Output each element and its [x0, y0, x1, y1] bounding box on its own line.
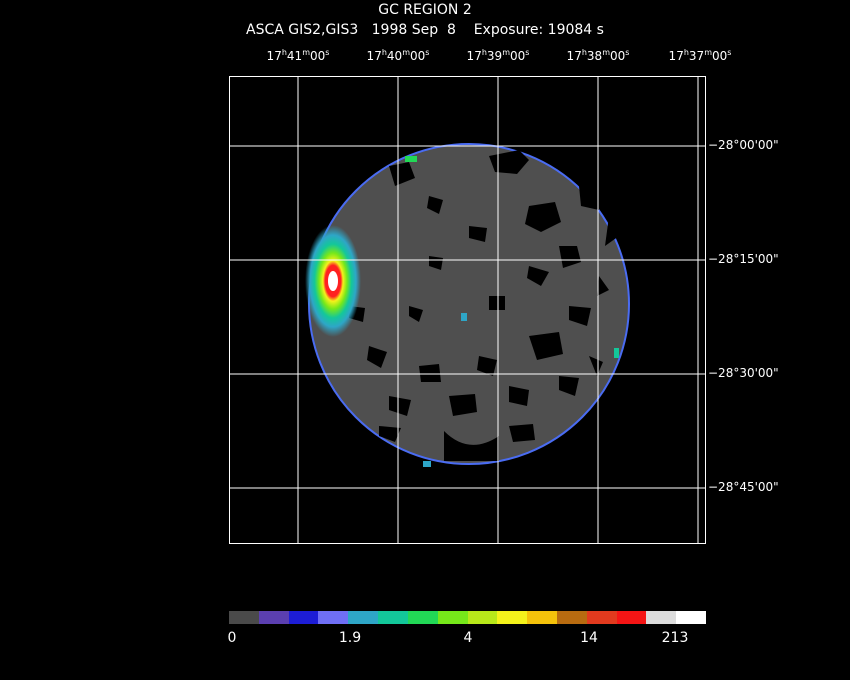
colorbar-swatch — [318, 611, 349, 624]
colorbar-label: 14 — [580, 630, 598, 646]
ra-tick-label: 17h41m00s — [266, 48, 330, 63]
dec-tick-label: −28°15'00" — [708, 252, 779, 266]
image-frame — [229, 76, 706, 544]
ra-tick-label: 17h38m00s — [566, 48, 630, 63]
dec-tick-label: −28°45'00" — [708, 480, 779, 494]
colorbar-swatch — [556, 611, 587, 624]
dec-tick-label: −28°00'00" — [708, 138, 779, 152]
frame-border — [229, 76, 706, 544]
colorbar-label: 0 — [227, 630, 237, 646]
coordinate-grid — [229, 76, 706, 544]
colorbar-swatch — [467, 611, 498, 624]
ra-tick-label: 17h37m00s — [668, 48, 732, 63]
colorbar-swatch — [258, 611, 289, 624]
ra-tick-label: 17h39m00s — [466, 48, 530, 63]
xray-field — [305, 143, 630, 467]
faint-feature — [423, 461, 431, 467]
colorbar-swatch — [527, 611, 557, 624]
colorbar-swatch — [348, 611, 379, 624]
colorbar-swatch — [586, 611, 617, 624]
low-count-regions — [349, 150, 619, 461]
colorbar-swatch — [616, 611, 647, 624]
dec-tick-label: −28°30'00" — [708, 366, 779, 380]
source-peak — [328, 271, 338, 291]
colorbar-swatch — [437, 611, 468, 624]
colorbar-swatch — [229, 611, 259, 624]
ra-tick-label: 17h40m00s — [366, 48, 430, 63]
colorbar-label: 4 — [463, 630, 473, 646]
colorbar-swatch — [676, 611, 706, 624]
colorbar-swatch — [378, 611, 408, 624]
colorbar-swatch — [407, 611, 438, 624]
colorbar-swatch — [288, 611, 319, 624]
colorbar-label: 1.9 — [338, 630, 362, 646]
colorbar — [229, 611, 706, 624]
colorbar-swatch — [497, 611, 528, 624]
faint-feature — [461, 313, 467, 321]
faint-feature — [405, 156, 417, 162]
faint-feature — [614, 348, 619, 358]
colorbar-label: 213 — [661, 630, 689, 646]
image-subtitle: ASCA GIS2,GIS3 1998 Sep 8 Exposure: 1908… — [246, 22, 604, 38]
colorbar-swatch — [646, 611, 677, 624]
image-title: GC REGION 2 — [378, 2, 472, 18]
